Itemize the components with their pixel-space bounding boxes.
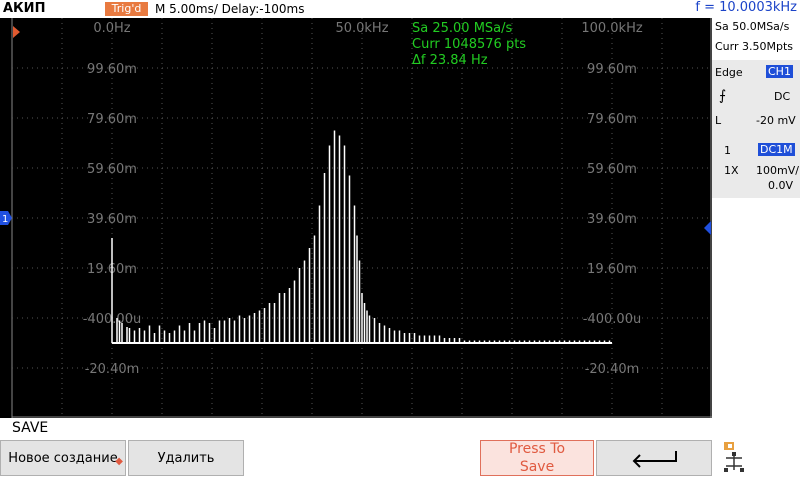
frequency-readout: f = 10.0003kHz: [695, 0, 797, 15]
y-axis-label: 39.60m: [87, 212, 137, 227]
y-axis-label: 19.60m: [587, 262, 637, 277]
memory-depth-readout: Curr 3.50Mpts: [715, 40, 794, 53]
y-axis-label: 59.60m: [587, 162, 637, 177]
channel-number: 1: [724, 144, 731, 157]
channel-1-marker-shape: [0, 211, 12, 225]
probe-ratio: 1X: [724, 164, 739, 177]
press-to-save-label: Press To Save: [508, 441, 566, 475]
channel-1-marker: 1: [0, 211, 12, 225]
status-bar: АКИП Trig'd M 5.00ms/ Delay:-100ms f = 1…: [0, 0, 800, 18]
sample-rate-readout: Sa 50.0MSa/s: [715, 20, 790, 33]
back-button[interactable]: [596, 440, 712, 476]
trigger-source-label: CH1: [766, 65, 793, 78]
fft-points: Curr 1048576 pts: [412, 37, 526, 52]
trigger-level-label: L: [715, 114, 722, 127]
y-axis-label: 59.60m: [87, 162, 137, 177]
trigger-level-value: -20 mV: [756, 114, 796, 127]
y-axis-label: -20.40m: [85, 362, 140, 377]
channel-offset: 0.0V: [768, 179, 794, 192]
submenu-arrow-icon: ◆: [115, 456, 123, 467]
rising-edge-icon: ⨍: [719, 88, 727, 104]
x-axis-label: 100.0kHz: [581, 21, 643, 36]
channel-coupling-label: DC1M: [758, 143, 795, 156]
new-create-button[interactable]: Новое создание ◆: [0, 440, 126, 476]
y-axis-label: 99.60m: [587, 62, 637, 77]
menu-title: SAVE: [12, 420, 49, 436]
storage-network-icon: [722, 440, 746, 476]
y-axis-label: -20.40m: [585, 362, 640, 377]
trigger-status-badge: Trig'd: [105, 2, 148, 16]
timebase-readout[interactable]: M 5.00ms/ Delay:-100ms: [155, 2, 305, 16]
fft-resolution: Δf 23.84 Hz: [412, 53, 488, 68]
trigger-position-marker: [13, 26, 20, 38]
right-info-panel: Sa 50.0MSa/s Curr 3.50Mpts Edge CH1 ⨍ DC…: [712, 18, 800, 418]
delete-button[interactable]: Удалить: [128, 440, 244, 476]
x-axis-label: 50.0kHz: [335, 21, 388, 36]
fft-sample-rate: Sa 25.00 MSa/s: [412, 21, 513, 36]
y-axis-label: 79.60m: [87, 112, 137, 127]
y-axis-label: -400.00u: [583, 312, 641, 327]
channel-scale: 100mV/: [756, 164, 799, 177]
channel-coupling-badge: DC1M: [758, 143, 795, 156]
waveform-display[interactable]: 1 0.0Hz 50.0kHz 100.0kHz 99.60m 99.60m 79.60m 7…: [0, 18, 712, 418]
trigger-source-badge: CH1: [766, 65, 793, 78]
brand-logo: АКИП: [3, 1, 46, 16]
new-create-label: Новое создание: [8, 450, 118, 466]
softkey-menu: SAVE Новое создание ◆ Удалить Press To S…: [0, 418, 800, 480]
trigger-coupling: DC: [774, 90, 791, 103]
return-arrow-icon: [632, 451, 677, 468]
channel-1-marker-label: 1: [2, 214, 8, 225]
y-axis-label: 79.60m: [587, 112, 637, 127]
fft-plot: 1 0.0Hz 50.0kHz 100.0kHz 99.60m 99.60m 79.60m 7…: [0, 18, 712, 418]
trigger-type: Edge: [715, 66, 743, 79]
y-axis-label: 39.60m: [587, 212, 637, 227]
trigger-level-marker: [704, 221, 711, 235]
y-axis-label: 99.60m: [87, 62, 137, 77]
x-axis-label: 0.0Hz: [93, 21, 130, 36]
press-to-save-button[interactable]: Press To Save: [480, 440, 594, 476]
